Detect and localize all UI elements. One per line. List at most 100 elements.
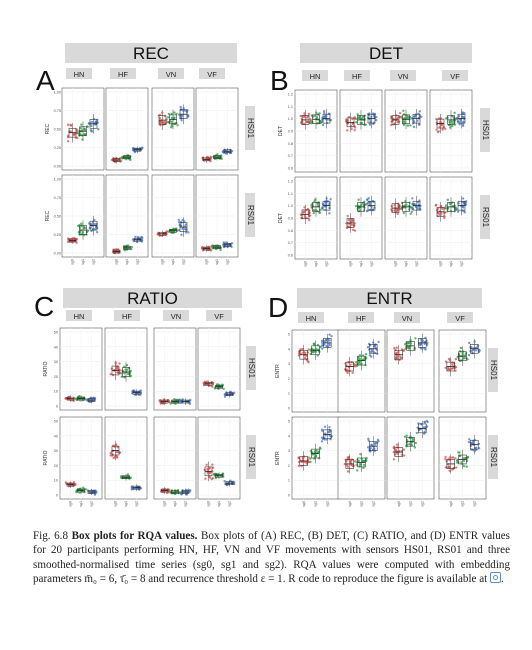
data-point (343, 462, 346, 466)
data-point (320, 120, 324, 124)
data-point (360, 457, 363, 461)
data-point (173, 111, 176, 114)
data-point (320, 207, 323, 210)
data-point (170, 126, 173, 129)
data-point (458, 350, 462, 353)
data-point (113, 455, 116, 459)
data-point (324, 201, 328, 205)
data-point (303, 206, 306, 209)
column-label: VN (166, 70, 176, 79)
column-strip (114, 310, 140, 321)
data-point (474, 446, 478, 449)
y-tick-label: 3 (288, 449, 290, 453)
data-point (321, 341, 324, 344)
data-point (183, 220, 186, 223)
data-point (461, 116, 464, 119)
data-point (452, 456, 455, 459)
data-point (182, 109, 185, 112)
x-tick-label: sg2 (371, 501, 375, 507)
data-point (91, 227, 95, 230)
data-point (441, 128, 444, 131)
data-point (301, 458, 305, 461)
x-tick-label: sg1 (217, 501, 221, 507)
data-point (451, 468, 454, 471)
data-point (404, 200, 407, 203)
row-label: RS01 (247, 447, 256, 468)
data-point (321, 123, 325, 127)
data-point (161, 111, 164, 114)
data-point (412, 120, 416, 124)
data-point (211, 463, 214, 466)
data-point (434, 204, 437, 207)
data-point (357, 361, 360, 364)
y-tick-label: 3 (288, 362, 290, 366)
data-point (80, 222, 83, 225)
data-point (394, 210, 398, 214)
data-point (467, 341, 471, 345)
data-point (346, 214, 349, 218)
data-point (90, 120, 94, 124)
data-point (219, 248, 222, 252)
data-point (409, 212, 412, 215)
column-label: HF (118, 70, 128, 79)
y-axis-label: DET (278, 213, 284, 223)
x-tick-label: sg0 (348, 501, 352, 507)
data-point (303, 215, 307, 219)
column-label: VN (402, 314, 412, 323)
data-point (370, 355, 373, 358)
data-point (402, 113, 406, 116)
data-point (393, 208, 396, 212)
data-point (413, 446, 417, 449)
data-point (392, 117, 395, 121)
data-point (461, 197, 465, 200)
data-point (462, 120, 465, 123)
y-tick-label: 2 (288, 377, 290, 381)
data-point (449, 367, 453, 370)
data-point (344, 118, 348, 122)
data-point (229, 479, 232, 482)
data-point (459, 118, 462, 121)
x-tick-label: sg1 (173, 501, 177, 507)
data-point (315, 111, 318, 115)
data-point (321, 429, 324, 433)
data-point (355, 121, 358, 124)
data-point (176, 124, 179, 127)
data-point (367, 437, 370, 441)
data-point (456, 355, 459, 359)
data-point (95, 230, 99, 234)
data-point (120, 372, 123, 375)
data-point (419, 208, 422, 211)
data-point (314, 209, 318, 212)
data-point (350, 223, 354, 227)
y-tick-label: 0.7 (288, 241, 293, 245)
y-tick-label: 5 (288, 420, 290, 424)
x-tick-label: sg1 (404, 261, 408, 267)
data-point (422, 426, 426, 429)
data-point (130, 245, 134, 249)
column-strip (110, 68, 136, 79)
data-point (452, 366, 455, 370)
y-tick-label: 0.50 (54, 128, 61, 132)
data-point (362, 203, 366, 206)
chart-rec: REC A HN HF VN VF REC 0.00 0.25 0.50 0.75 1.00 HS01 R… (36, 43, 255, 265)
code-link-icon[interactable] (490, 572, 502, 584)
data-point (306, 359, 310, 363)
data-point (216, 153, 219, 156)
data-point (354, 204, 358, 208)
caption-text-5: threshold ε = 1. R code to reproduce the… (216, 573, 488, 586)
data-point (114, 362, 117, 365)
data-point (301, 456, 305, 460)
data-point (78, 491, 81, 494)
y-tick-label: 1 (288, 479, 290, 483)
data-point (115, 456, 119, 459)
data-point (443, 216, 446, 220)
caption-text-4: RQA values were computed with embedding … (33, 558, 510, 586)
y-tick-label: 5 (288, 333, 290, 337)
x-tick-label: sg1 (461, 501, 465, 507)
data-point (82, 225, 86, 229)
data-point (425, 419, 429, 423)
data-point (364, 123, 367, 126)
chart-title-bar (65, 43, 237, 63)
chart-title-bar (63, 288, 242, 308)
data-point (402, 123, 406, 127)
